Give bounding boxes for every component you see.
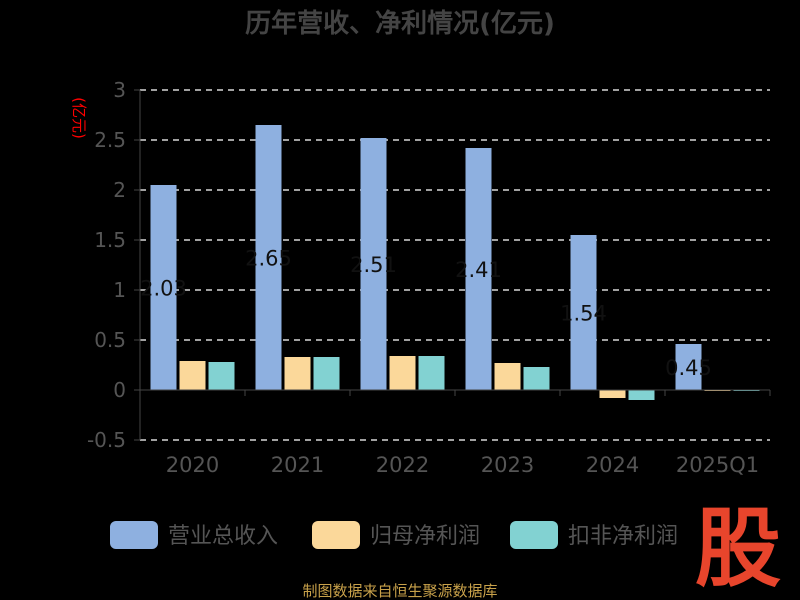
bars bbox=[150, 125, 760, 400]
bar bbox=[284, 357, 311, 390]
y-tick-label: 0 bbox=[113, 378, 126, 402]
x-tick-label: 2020 bbox=[166, 453, 219, 477]
y-tick-label: 1.5 bbox=[94, 228, 126, 252]
bar bbox=[570, 235, 597, 390]
legend-swatch bbox=[312, 521, 360, 549]
bar bbox=[208, 362, 235, 390]
y-tick-label: 0.5 bbox=[94, 328, 126, 352]
bar bbox=[523, 367, 550, 390]
x-axis-ticks: 2020 2021 2022 2023 2024 2025Q1 bbox=[166, 390, 771, 477]
data-labels: 2.03 2.65 2.51 2.41 1.54 0.45 bbox=[140, 247, 712, 381]
source-note: 制图数据来自恒生聚源数据库 bbox=[302, 582, 497, 600]
y-tick-label: 2 bbox=[113, 178, 126, 202]
bar bbox=[628, 390, 655, 400]
bar bbox=[418, 356, 445, 390]
bar bbox=[465, 148, 492, 390]
brand-logo: 股 bbox=[695, 499, 781, 599]
bar bbox=[494, 363, 521, 390]
legend-swatch bbox=[510, 521, 558, 549]
bar bbox=[599, 390, 626, 398]
x-tick-label: 2021 bbox=[271, 453, 324, 477]
y-tick-label: -0.5 bbox=[87, 428, 126, 452]
legend-label: 归母净利润 bbox=[370, 524, 480, 549]
data-label: 2.51 bbox=[350, 253, 397, 277]
legend-label: 营业总收入 bbox=[168, 524, 278, 549]
bar bbox=[150, 185, 177, 390]
y-axis-ticks: 3 2.5 2 1.5 1 0.5 0 -0.5 bbox=[87, 78, 140, 452]
x-tick-label: 2022 bbox=[376, 453, 429, 477]
x-tick-label: 2025Q1 bbox=[676, 453, 759, 477]
data-label: 2.03 bbox=[140, 277, 187, 301]
data-label: 2.41 bbox=[455, 258, 502, 282]
legend-swatch bbox=[110, 521, 158, 549]
y-axis-unit-label: (亿元) bbox=[70, 97, 88, 139]
chart-title: 历年营收、净利情况(亿元) bbox=[245, 8, 555, 39]
x-tick-label: 2023 bbox=[481, 453, 534, 477]
data-label: 0.45 bbox=[665, 356, 712, 380]
bar bbox=[360, 138, 387, 390]
x-tick-label: 2024 bbox=[586, 453, 639, 477]
bar bbox=[675, 344, 702, 390]
legend: 营业总收入 归母净利润 扣非净利润 bbox=[110, 521, 678, 549]
y-tick-label: 2.5 bbox=[94, 128, 126, 152]
data-label: 2.65 bbox=[245, 247, 292, 271]
y-tick-label: 1 bbox=[113, 278, 126, 302]
grid-lines bbox=[140, 89, 770, 441]
bar bbox=[255, 125, 282, 390]
y-tick-label: 3 bbox=[113, 78, 126, 102]
bar bbox=[389, 356, 416, 390]
bar bbox=[179, 361, 206, 390]
data-label: 1.54 bbox=[560, 302, 607, 326]
bar bbox=[313, 357, 340, 390]
legend-label: 扣非净利润 bbox=[568, 524, 678, 549]
